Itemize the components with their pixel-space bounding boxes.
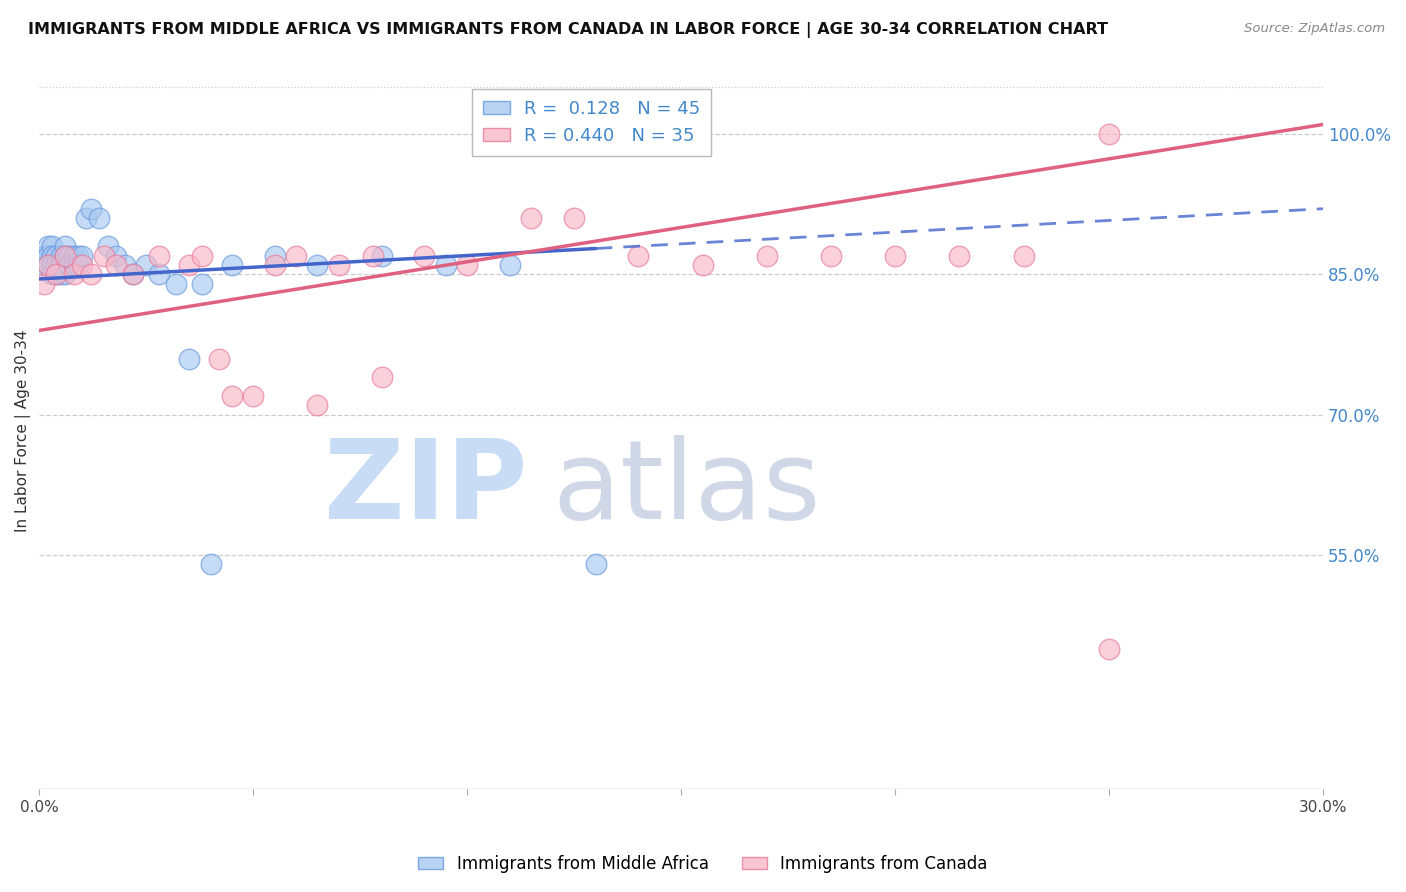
Point — [434, 258, 457, 272]
Point — [165, 277, 187, 291]
Point — [41, 258, 63, 272]
Point — [948, 248, 970, 262]
Point — [148, 248, 170, 262]
Point — [1098, 641, 1121, 656]
Point — [41, 267, 63, 281]
Point — [114, 258, 136, 272]
Point — [75, 211, 97, 225]
Point — [45, 248, 67, 262]
Point — [49, 258, 72, 272]
Point — [585, 558, 607, 572]
Point — [1012, 248, 1035, 262]
Point — [520, 211, 543, 225]
Point — [62, 267, 84, 281]
Point — [32, 277, 55, 291]
Point — [370, 370, 392, 384]
Point — [135, 258, 157, 272]
Point — [122, 267, 145, 281]
Point — [1098, 127, 1121, 141]
Point — [221, 258, 243, 272]
Point — [37, 258, 59, 272]
Text: IMMIGRANTS FROM MIDDLE AFRICA VS IMMIGRANTS FROM CANADA IN LABOR FORCE | AGE 30-: IMMIGRANTS FROM MIDDLE AFRICA VS IMMIGRA… — [28, 22, 1108, 38]
Text: Source: ZipAtlas.com: Source: ZipAtlas.com — [1244, 22, 1385, 36]
Point — [37, 239, 59, 253]
Point — [499, 258, 522, 272]
Point — [79, 267, 101, 281]
Point — [37, 258, 59, 272]
Point — [41, 248, 63, 262]
Point — [105, 258, 128, 272]
Point — [122, 267, 145, 281]
Legend: R =  0.128   N = 45, R = 0.440   N = 35: R = 0.128 N = 45, R = 0.440 N = 35 — [472, 89, 711, 156]
Legend: Immigrants from Middle Africa, Immigrants from Canada: Immigrants from Middle Africa, Immigrant… — [412, 848, 994, 880]
Point — [49, 248, 72, 262]
Point — [242, 389, 264, 403]
Point — [221, 389, 243, 403]
Point — [692, 258, 714, 272]
Point — [562, 211, 585, 225]
Point — [200, 558, 222, 572]
Point — [413, 248, 436, 262]
Point — [58, 248, 80, 262]
Point — [45, 258, 67, 272]
Point — [179, 258, 201, 272]
Point — [53, 267, 76, 281]
Point — [62, 258, 84, 272]
Point — [208, 351, 231, 366]
Point — [89, 211, 111, 225]
Point — [93, 248, 115, 262]
Text: atlas: atlas — [553, 435, 821, 541]
Point — [45, 267, 67, 281]
Point — [179, 351, 201, 366]
Point — [49, 267, 72, 281]
Point — [32, 248, 55, 262]
Point — [79, 202, 101, 216]
Point — [58, 258, 80, 272]
Point — [191, 248, 214, 262]
Text: ZIP: ZIP — [323, 435, 527, 541]
Point — [66, 258, 89, 272]
Point — [370, 248, 392, 262]
Point — [627, 248, 650, 262]
Point — [53, 248, 76, 262]
Point — [820, 248, 842, 262]
Point — [328, 258, 350, 272]
Point — [45, 267, 67, 281]
Point — [32, 258, 55, 272]
Point — [884, 248, 907, 262]
Point — [456, 258, 478, 272]
Point — [66, 248, 89, 262]
Point — [62, 248, 84, 262]
Point — [53, 248, 76, 262]
Point — [285, 248, 308, 262]
Point — [70, 258, 93, 272]
Point — [263, 258, 285, 272]
Point — [41, 239, 63, 253]
Point — [361, 248, 384, 262]
Point — [105, 248, 128, 262]
Y-axis label: In Labor Force | Age 30-34: In Labor Force | Age 30-34 — [15, 330, 31, 533]
Point — [263, 248, 285, 262]
Point — [148, 267, 170, 281]
Point — [70, 248, 93, 262]
Point — [37, 248, 59, 262]
Point — [97, 239, 120, 253]
Point — [755, 248, 778, 262]
Point — [53, 239, 76, 253]
Point — [307, 398, 329, 412]
Point — [191, 277, 214, 291]
Point — [307, 258, 329, 272]
